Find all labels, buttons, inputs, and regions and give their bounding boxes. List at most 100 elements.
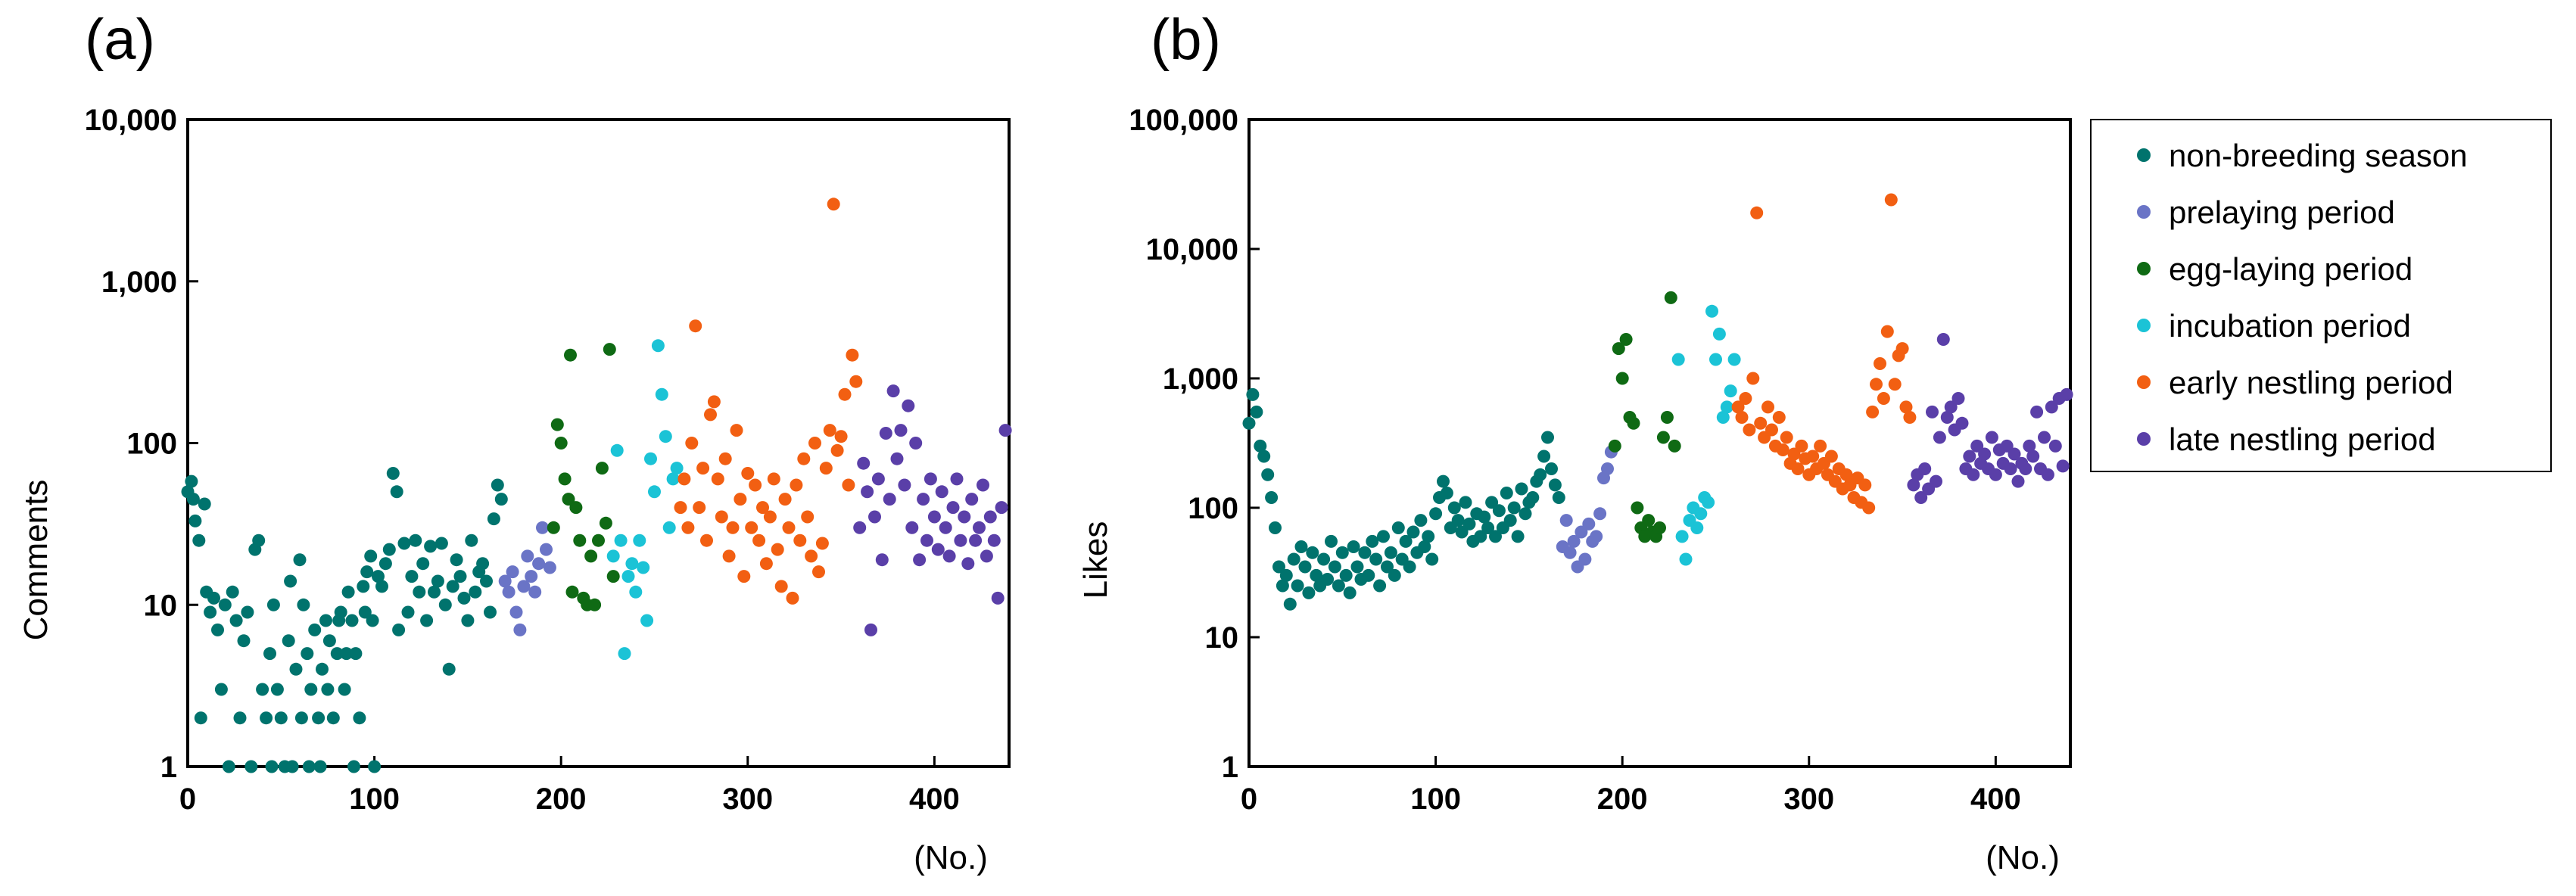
panel-a-point-early-nestling-period bbox=[767, 472, 780, 486]
panel-a-point-early-nestling-period bbox=[793, 534, 807, 547]
panel-b-point-early-nestling-period bbox=[1731, 400, 1745, 414]
panel-b-point-non-breeding-season bbox=[1425, 552, 1439, 566]
panel-a-point-prelaying-period bbox=[536, 521, 549, 534]
panel-b-point-non-breeding-season bbox=[1414, 514, 1428, 527]
panel-a-point-late-nestling-period bbox=[909, 437, 923, 450]
panel-b-point-non-breeding-season bbox=[1537, 450, 1551, 463]
panel-a-point-non-breeding-season bbox=[476, 557, 490, 571]
panel-a-point-late-nestling-period bbox=[973, 521, 986, 534]
panel-a-point-late-nestling-period bbox=[931, 543, 945, 556]
panel-a-point-non-breeding-season bbox=[338, 683, 351, 696]
panel-b-point-egg-laying-period bbox=[1668, 439, 1681, 453]
panel-b-point-egg-laying-period bbox=[1656, 431, 1670, 444]
panel-a-point-non-breeding-season bbox=[453, 570, 467, 583]
panel-a-point-non-breeding-season bbox=[302, 760, 316, 773]
panel-b-point-non-breeding-season bbox=[1306, 546, 1319, 559]
panel-a-point-egg-laying-period bbox=[584, 549, 598, 563]
panel-a-point-early-nestling-period bbox=[827, 198, 840, 211]
panel-a-point-late-nestling-period bbox=[924, 472, 937, 486]
panel-a-point-prelaying-period bbox=[502, 585, 516, 599]
panel-a-point-early-nestling-period bbox=[801, 510, 815, 524]
panel-b-point-non-breeding-season bbox=[1332, 579, 1345, 593]
panel-a-point-non-breeding-season bbox=[382, 543, 396, 556]
panel-b-point-early-nestling-period bbox=[1795, 439, 1808, 453]
panel-b-point-incubation-period bbox=[1712, 327, 1726, 341]
panel-a-point-incubation-period bbox=[629, 585, 643, 599]
panel-a-point-prelaying-period bbox=[543, 561, 556, 574]
panel-a-x-tick-label: 100 bbox=[349, 782, 400, 816]
panel-a-point-prelaying-period bbox=[517, 580, 531, 593]
panel-a-point-prelaying-period bbox=[528, 585, 542, 599]
panel-b-point-incubation-period bbox=[1694, 507, 1708, 521]
panel-a-point-late-nestling-period bbox=[920, 534, 933, 547]
panel-a-point-early-nestling-period bbox=[790, 478, 803, 492]
panel-a-point-early-nestling-period bbox=[718, 452, 732, 465]
panel-b-point-non-breeding-season bbox=[1545, 462, 1558, 475]
panel-a-point-early-nestling-period bbox=[846, 348, 859, 362]
panel-b-point-non-breeding-season bbox=[1399, 534, 1413, 548]
panel-a-point-non-breeding-season bbox=[297, 598, 310, 611]
panel-b-point-non-breeding-season bbox=[1429, 507, 1443, 521]
panel-b-point-early-nestling-period bbox=[1776, 443, 1789, 456]
panel-a-point-non-breeding-season bbox=[334, 605, 347, 619]
panel-a-point-early-nestling-period bbox=[745, 521, 758, 534]
panel-b-point-early-nestling-period bbox=[1746, 372, 1760, 385]
panel-b-points bbox=[1242, 193, 2073, 611]
panel-a-point-non-breeding-season bbox=[260, 711, 273, 725]
panel-a-point-early-nestling-period bbox=[849, 375, 863, 388]
panel-a-point-egg-laying-period bbox=[592, 534, 605, 547]
panel-a-point-incubation-period bbox=[625, 557, 639, 571]
panel-a-x-axis-title: (No.) bbox=[914, 839, 988, 876]
panel-b-point-incubation-period bbox=[1716, 411, 1730, 424]
panel-b-point-non-breeding-season bbox=[1381, 560, 1394, 574]
panel-b-point-prelaying-period bbox=[1567, 534, 1581, 548]
panel-b-label: (b) bbox=[1151, 8, 1221, 72]
panel-b-point-incubation-period bbox=[1690, 521, 1704, 534]
panel-a-point-egg-laying-period bbox=[564, 348, 577, 362]
panel-a-point-non-breeding-season bbox=[319, 614, 332, 627]
panel-b-point-non-breeding-season bbox=[1250, 405, 1263, 418]
panel-b-point-non-breeding-season bbox=[1321, 573, 1335, 586]
panel-b-point-prelaying-period bbox=[1582, 517, 1596, 530]
panel-a-point-egg-laying-period bbox=[558, 472, 572, 486]
panel-a-point-non-breeding-season bbox=[372, 570, 385, 583]
panel-b-point-non-breeding-season bbox=[1534, 468, 1547, 481]
panel-b-point-incubation-period bbox=[1727, 353, 1741, 366]
panel-b-point-non-breeding-season bbox=[1261, 468, 1275, 481]
panel-b-point-late-nestling-period bbox=[1914, 491, 1928, 504]
panel-a-point-late-nestling-period bbox=[977, 478, 989, 492]
panel-b-point-non-breeding-season bbox=[1489, 530, 1502, 543]
panel-a-y-tick-label: 1 bbox=[160, 751, 177, 784]
panel-b-y-tick-label: 1 bbox=[1222, 751, 1238, 784]
panel-b-point-non-breeding-season bbox=[1373, 579, 1387, 593]
panel-a-point-non-breeding-season bbox=[229, 614, 243, 627]
panel-b-point-egg-laying-period bbox=[1627, 416, 1640, 430]
panel-b-point-early-nestling-period bbox=[1903, 411, 1917, 424]
panel-a-point-incubation-period bbox=[633, 534, 646, 547]
panel-a-point-incubation-period bbox=[640, 614, 654, 627]
panel-b-point-egg-laying-period bbox=[1653, 521, 1666, 534]
panel-b-point-early-nestling-period bbox=[1888, 378, 1902, 391]
panel-a-point-late-nestling-period bbox=[983, 510, 997, 524]
panel-b-point-non-breeding-season bbox=[1541, 431, 1554, 444]
panel-b-point-non-breeding-season bbox=[1257, 450, 1271, 463]
panel-b-point-non-breeding-season bbox=[1391, 521, 1405, 534]
panel-a-point-early-nestling-period bbox=[842, 478, 855, 492]
panel-a-point-late-nestling-period bbox=[946, 501, 960, 515]
panel-a-point-non-breeding-season bbox=[413, 585, 426, 599]
panel-a-point-early-nestling-period bbox=[838, 387, 852, 401]
panel-a-point-non-breeding-season bbox=[237, 634, 251, 648]
panel-b-point-non-breeding-season bbox=[1418, 540, 1431, 553]
panel-b-point-non-breeding-season bbox=[1478, 510, 1491, 524]
panel-b-point-non-breeding-season bbox=[1291, 579, 1304, 593]
panel-b-point-late-nestling-period bbox=[2011, 474, 2025, 488]
panel-a-point-early-nestling-period bbox=[756, 501, 769, 515]
panel-a-point-early-nestling-period bbox=[763, 510, 777, 524]
panel-a-point-non-breeding-season bbox=[457, 591, 471, 605]
panel-b-point-late-nestling-period bbox=[1985, 431, 1998, 444]
panel-a-point-non-breeding-season bbox=[366, 614, 379, 627]
panel-b-point-incubation-period bbox=[1720, 400, 1733, 414]
panel-b-point-early-nestling-period bbox=[1899, 400, 1913, 414]
panel-b-point-late-nestling-period bbox=[2019, 462, 2032, 475]
panel-a-point-late-nestling-period bbox=[913, 553, 927, 567]
